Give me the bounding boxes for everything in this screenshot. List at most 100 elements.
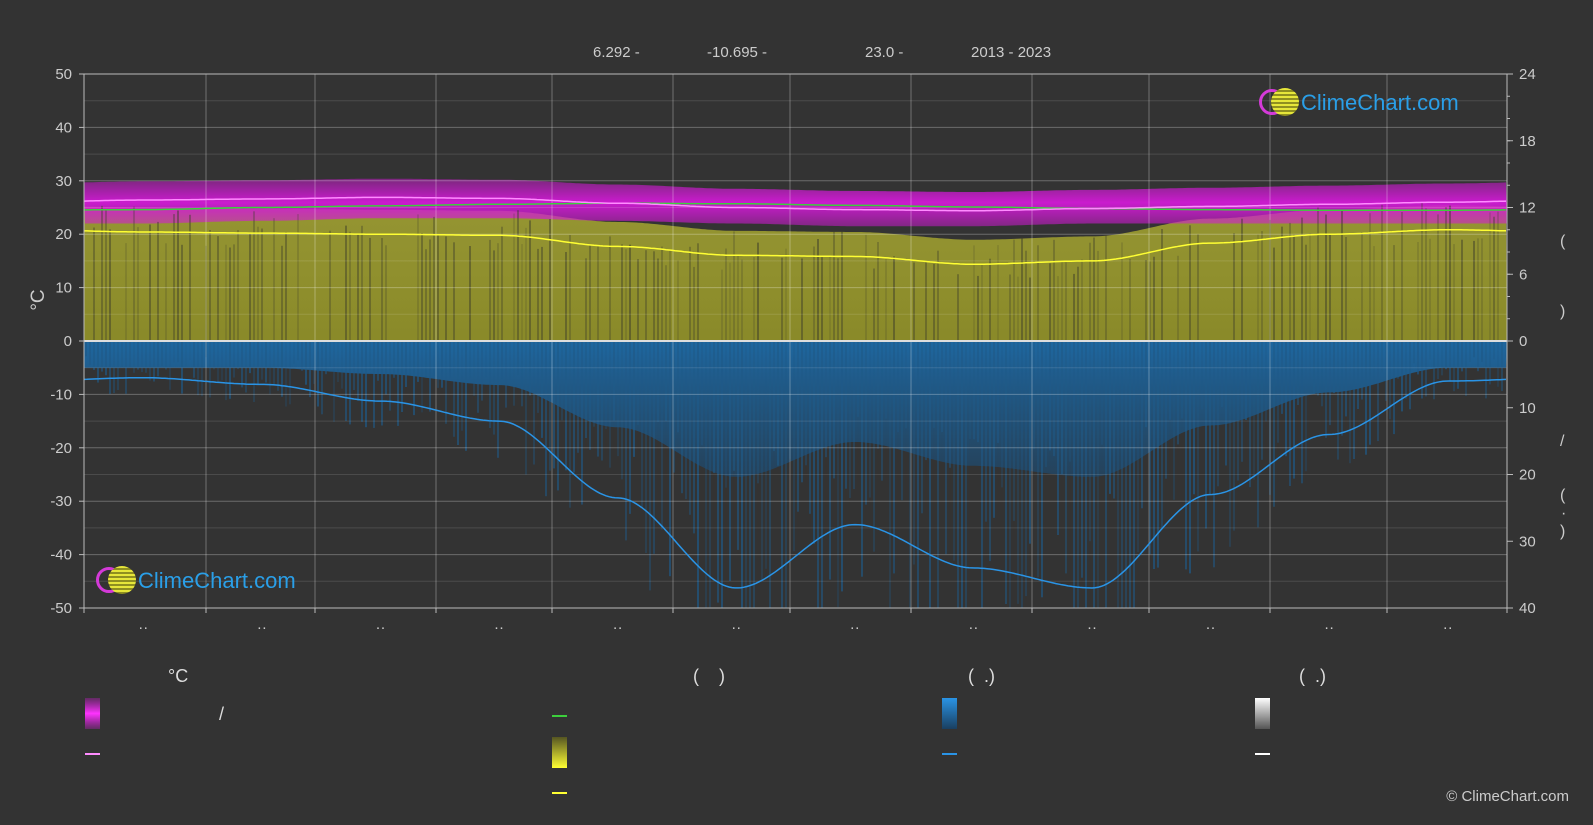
rain-streak (465, 341, 467, 451)
rain-streak (689, 341, 691, 515)
rain-streak (529, 341, 531, 396)
rain-streak (1309, 341, 1311, 383)
rain-streak (453, 341, 455, 437)
legend-sunshine-swatch (552, 737, 567, 768)
copyright: © ClimeChart.com (1446, 788, 1569, 805)
rain-streak (1441, 341, 1443, 376)
rain-streak (389, 341, 391, 411)
sunshine-band (84, 205, 1507, 341)
rain-streak (601, 341, 603, 461)
rain-streak (1189, 341, 1191, 574)
rain-streak (765, 341, 767, 569)
rain-streak (557, 341, 559, 491)
rain-streak (897, 341, 899, 433)
precipitation-line (83, 376, 1507, 589)
rain-streak (809, 341, 811, 514)
legend-rain-line (942, 753, 957, 755)
month-label: ·· (1087, 619, 1097, 636)
sunshine-streak (237, 230, 239, 341)
sunshine-streak (1121, 242, 1123, 341)
sunshine-streak (741, 259, 743, 341)
sunshine-streak (1437, 214, 1439, 341)
rain-streak (1185, 341, 1187, 570)
right-axis-label-6: ) (1560, 523, 1566, 540)
rain-streak (837, 341, 839, 608)
rain-streak (469, 341, 471, 379)
sunshine-streak (1481, 238, 1483, 341)
rain-streak (1409, 341, 1411, 410)
rain-streak (1373, 341, 1375, 383)
rain-streak (341, 341, 343, 389)
legend-snow-title: ( .) (1299, 666, 1326, 686)
rain-streak (605, 341, 607, 430)
rain-streak (221, 341, 223, 381)
rain-streak (1181, 341, 1183, 419)
rain-streak (321, 341, 323, 415)
rain-streak (1201, 341, 1203, 410)
rain-streak (961, 341, 963, 608)
rain-streak (953, 341, 955, 561)
rain-streak (1113, 341, 1115, 499)
rain-streak (913, 341, 915, 565)
rain-streak (1361, 341, 1363, 400)
grid-lines (83, 73, 1508, 609)
rain-streak (149, 341, 151, 381)
rain-streak (565, 341, 567, 471)
sunshine-streak (445, 236, 447, 341)
sunshine-streak (677, 260, 679, 341)
rain-streak (753, 341, 755, 608)
rain-streak (1369, 341, 1371, 445)
sunshine-streak (609, 236, 611, 341)
rain-streak (917, 341, 919, 608)
sunshine-streak (1273, 247, 1275, 341)
sunshine-streak (233, 244, 235, 341)
header-longitude: -10.695 - (707, 44, 768, 61)
rain-streak (717, 341, 719, 603)
sunshine-streak (189, 214, 191, 341)
rain-streak (141, 341, 143, 373)
rain-streak (101, 341, 103, 372)
rain-streak (137, 341, 139, 370)
sunshine-streak (933, 264, 935, 341)
rain-streak (817, 341, 819, 608)
rain-streak (1297, 341, 1299, 405)
sunshine-streak (1197, 234, 1199, 341)
sunshine-streak (1233, 233, 1235, 341)
rain-streak (833, 341, 835, 479)
rain-streak (1425, 341, 1427, 397)
rain-streak (1285, 341, 1287, 457)
rain-streak (1253, 341, 1255, 480)
rain-streak (165, 341, 167, 370)
rain-streak (793, 341, 795, 552)
rain-streak (1453, 341, 1455, 392)
rain-streak (1437, 341, 1439, 379)
rain-streak (1469, 341, 1471, 362)
rain-streak (945, 341, 947, 555)
sunshine-streak (369, 237, 371, 341)
rain-streak (1085, 341, 1087, 608)
rain-streak (761, 341, 763, 580)
rain-streak (1121, 341, 1123, 608)
sunshine-streak (977, 275, 979, 341)
sunshine-streak (1161, 229, 1163, 341)
sunshine-streak (1329, 234, 1331, 341)
sunshine-streak (1393, 245, 1395, 341)
left-tick-label: 40 (55, 119, 72, 136)
sunshine-streak (549, 219, 551, 341)
sunshine-streak (281, 245, 283, 341)
left-tick-label: -40 (50, 547, 72, 564)
rain-streak (461, 341, 463, 431)
sunshine-streak (469, 246, 471, 341)
rain-streak (293, 341, 295, 364)
rain-streak (1397, 341, 1399, 379)
sunshine-streak (1369, 213, 1371, 341)
rain-streak (737, 341, 739, 550)
rain-streak (113, 341, 115, 394)
axes: 50 40 30 20 10 0 -10 -20 -30 -40 -50 °C 24 18 12 6 0 10 20… (28, 66, 1536, 636)
rain-streak (193, 341, 195, 378)
rain-streak (985, 341, 987, 522)
sunshine-streak (1093, 237, 1095, 341)
legend-swatches (85, 698, 1270, 794)
sunshine-streak (981, 264, 983, 341)
